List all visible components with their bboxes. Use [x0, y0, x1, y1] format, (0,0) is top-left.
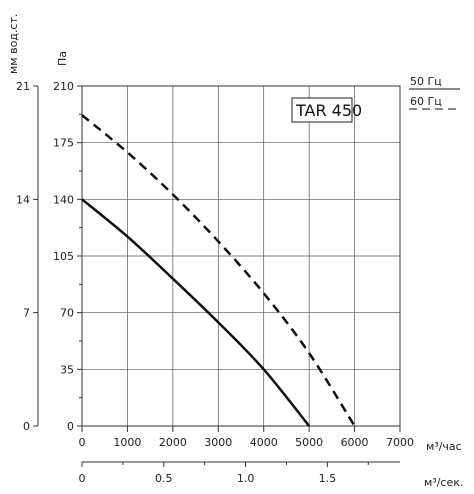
series-line-50-гц [81, 198, 311, 427]
y-tick-label: 105 [53, 250, 74, 263]
y-tick-label: 210 [53, 80, 74, 93]
x-tick-label: 0 [79, 436, 86, 449]
y-axis-label-pa: Па [56, 51, 69, 66]
x-tick-label: 3000 [204, 436, 232, 449]
y2-tick-label: 21 [16, 80, 30, 93]
x-axis-label-m3h: м³/час [426, 440, 462, 453]
y-tick-label: 70 [60, 307, 74, 320]
x-tick-label: 5000 [295, 436, 323, 449]
y-tick-label: 0 [67, 420, 74, 433]
title-box [291, 97, 353, 123]
y-axis-pa: 0 35 70 105 140 175 210 [53, 80, 82, 433]
legend: 50 Гц 60 Гц [409, 75, 460, 110]
y-tick-label: 175 [53, 137, 74, 150]
x-axis-m3s: 0 0.5 1.0 1.5 [79, 461, 400, 485]
legend-label-60hz: 60 Гц [410, 95, 442, 108]
y-axis-mm: 0 7 14 21 [16, 80, 39, 433]
x-tick-label: 4000 [250, 436, 278, 449]
y2-tick-label: 14 [16, 193, 30, 206]
x2-tick-label: 0 [79, 472, 86, 485]
legend-label-50hz: 50 Гц [410, 75, 442, 88]
series-line-60-гц [81, 114, 356, 427]
y2-tick-label: 0 [23, 420, 30, 433]
x2-tick-label: 1.5 [319, 472, 337, 485]
y2-axis-label-mm: мм вод.ст. [7, 14, 20, 74]
chart-title: TAR 450 [295, 101, 362, 120]
y2-tick-label: 7 [23, 307, 30, 320]
x2-tick-label: 0.5 [155, 472, 173, 485]
series-lines [81, 114, 356, 427]
y-tick-label: 35 [60, 363, 74, 376]
x-tick-label: 7000 [386, 436, 414, 449]
x-tick-label: 2000 [159, 436, 187, 449]
y-tick-label: 140 [53, 193, 74, 206]
grid-lines [82, 86, 400, 426]
x-tick-label: 6000 [341, 436, 369, 449]
x2-tick-label: 1.0 [237, 472, 255, 485]
x2-axis-label-m3s: м³/сек. [424, 476, 463, 489]
x-tick-label: 1000 [113, 436, 141, 449]
x-axis-m3h: 0 1000 2000 3000 4000 5000 6000 7000 [79, 426, 414, 449]
